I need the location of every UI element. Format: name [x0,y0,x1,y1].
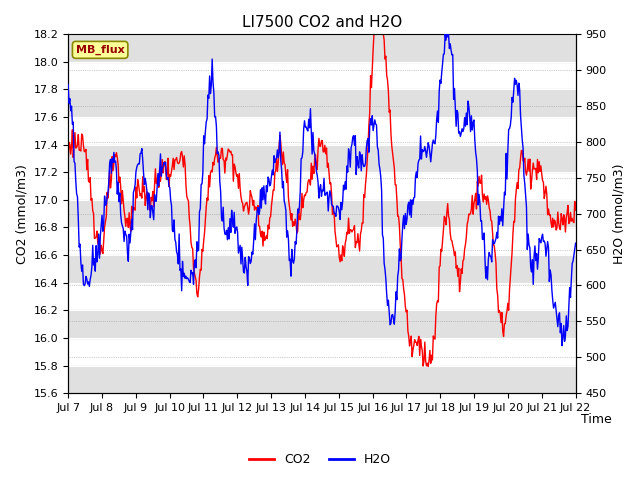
Y-axis label: H2O (mmol/m3): H2O (mmol/m3) [612,163,625,264]
Y-axis label: CO2 (mmol/m3): CO2 (mmol/m3) [15,164,28,264]
Bar [68,34,575,61]
Legend: CO2, H2O: CO2, H2O [244,448,396,471]
Text: MB_flux: MB_flux [76,45,125,55]
Bar [68,144,575,172]
X-axis label: Time: Time [580,413,611,426]
Bar [68,200,575,228]
Title: LI7500 CO2 and H2O: LI7500 CO2 and H2O [242,15,402,30]
Bar [68,255,575,283]
Bar [68,311,575,338]
Bar [68,366,575,393]
Bar [68,89,575,117]
